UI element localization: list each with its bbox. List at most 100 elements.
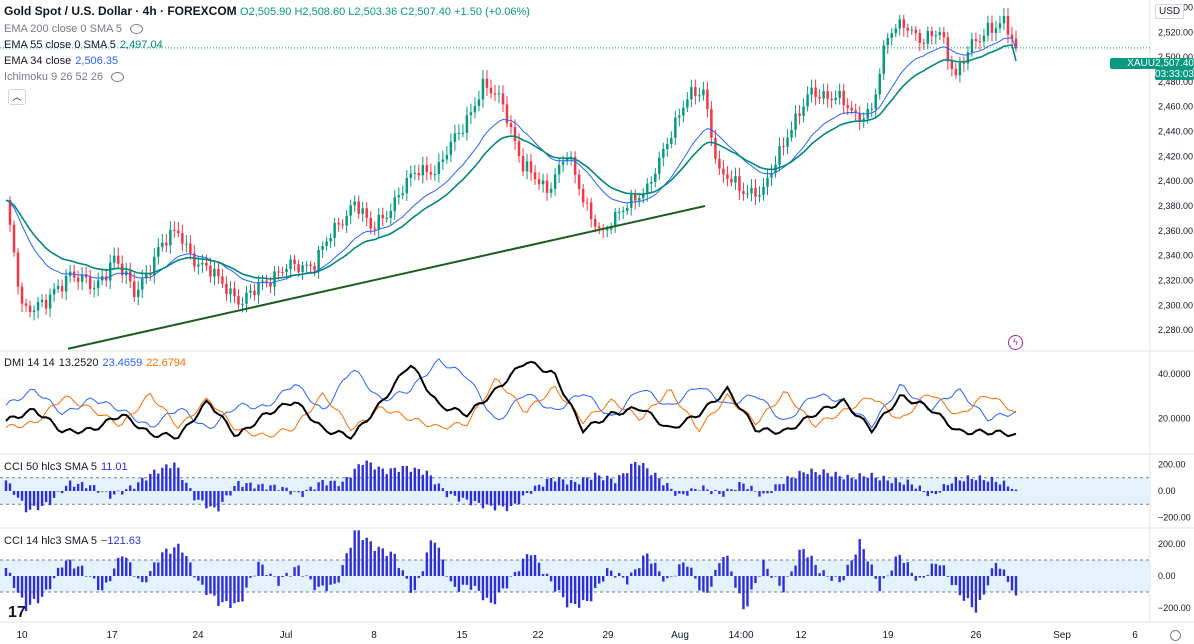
cci50-bar: [874, 477, 877, 491]
candle-body: [277, 271, 280, 273]
candle-body: [173, 229, 176, 231]
close-value: C2,507.40: [400, 6, 452, 18]
ema34-legend[interactable]: EMA 34 close 2,506.35: [4, 54, 122, 68]
candle-body: [369, 217, 372, 229]
candle-body: [425, 165, 429, 173]
candle-body: [88, 277, 92, 289]
cci50-bar: [513, 491, 517, 504]
cci50-bar: [609, 478, 613, 491]
cci14-bar: [810, 555, 813, 576]
candle-body: [870, 108, 873, 110]
candle-body: [281, 272, 284, 274]
currency-selector[interactable]: USD: [1155, 4, 1185, 19]
candle-body: [157, 246, 160, 257]
collapse-icon[interactable]: ︿: [8, 89, 26, 105]
dmi-adx-line: [5, 360, 1017, 440]
low-value: L2,503.36: [348, 6, 398, 18]
x-tick-label: 19: [882, 630, 894, 641]
candle-body: [902, 19, 906, 28]
candle-body: [585, 202, 589, 204]
cci50-bar: [858, 473, 861, 491]
candle-body: [710, 109, 713, 138]
cci50-bar: [273, 484, 276, 491]
cci14-bar: [117, 557, 120, 576]
candle-body: [886, 37, 889, 46]
cci50-bar: [806, 474, 809, 491]
cci14-bar: [622, 576, 625, 578]
candle-body: [181, 233, 184, 244]
cci50-bar: [197, 491, 200, 500]
cci50-bar: [301, 491, 304, 497]
cci14-bar: [281, 576, 284, 578]
cci50-bar: [325, 485, 328, 491]
eye-icon[interactable]: [130, 24, 144, 35]
cci14-bar: [417, 576, 421, 578]
candle-body: [301, 265, 304, 273]
candle-body: [141, 278, 144, 290]
cci50-bar: [16, 491, 20, 498]
candle-body: [762, 186, 765, 196]
candle-body: [938, 32, 942, 36]
candle-body: [978, 40, 982, 42]
candle-body: [694, 87, 697, 96]
cci50-legend[interactable]: CCI 50 hlc3 SMA 5 11.01: [4, 460, 132, 474]
cci50-bar: [52, 491, 56, 498]
cci50-bar: [225, 491, 228, 496]
cci14-bar: [746, 576, 749, 607]
cci50-bar: [425, 470, 429, 491]
cci50-bar: [790, 477, 793, 491]
cci50-bar: [882, 475, 885, 491]
candle-body: [798, 113, 801, 116]
cci14-bar: [585, 576, 589, 602]
candle-body: [790, 129, 793, 138]
ema55-legend[interactable]: EMA 55 close 0 SMA 5 2,497.04: [4, 38, 167, 52]
cci50-bars: [4, 460, 1018, 513]
candle-body: [397, 195, 401, 198]
cci50-bar: [253, 488, 256, 491]
candle-body: [249, 290, 252, 293]
candle-body: [389, 211, 393, 218]
cci50-bar: [774, 484, 777, 491]
candle-body: [313, 266, 316, 271]
candle-body: [521, 156, 525, 172]
candle-body: [365, 208, 368, 218]
cci14-bar: [345, 553, 348, 576]
cci50-bar: [706, 489, 709, 491]
cci14-legend[interactable]: CCI 14 hlc3 SMA 5 −121.63: [4, 534, 145, 548]
cci50-bar: [153, 469, 156, 491]
candle-body: [874, 94, 877, 109]
cci14-bar: [465, 576, 469, 585]
cci50-bar: [157, 473, 160, 491]
cci14-bar: [209, 576, 212, 594]
cci14-bar: [734, 576, 737, 588]
cci50-bar: [758, 491, 761, 497]
tradingview-logo-icon[interactable]: 17: [8, 604, 26, 621]
cci14-bar: [501, 576, 505, 589]
cci50-bar: [100, 491, 104, 492]
flash-icon[interactable]: ϟ: [1008, 335, 1023, 350]
dmi-legend[interactable]: DMI 14 14 13.2520 23.4659 22.6794: [4, 356, 190, 370]
ichimoku-legend[interactable]: Ichimoku 9 26 52 26: [4, 70, 128, 84]
candle-body: [722, 168, 725, 175]
candle-body: [56, 285, 60, 289]
candle-body: [317, 249, 320, 271]
clock-icon[interactable]: [1170, 630, 1181, 641]
cci14-bar: [265, 575, 268, 576]
cci50-value: 11.01: [100, 461, 128, 473]
candle-body: [754, 187, 757, 197]
cci50-bar: [834, 471, 837, 491]
symbol-title[interactable]: Gold Spot / U.S. Dollar · 4h · FOREXCOM: [4, 4, 237, 18]
eye-icon[interactable]: [111, 72, 125, 83]
candle-body: [613, 211, 617, 227]
cci50-bar: [814, 472, 817, 491]
candle-body: [882, 45, 885, 74]
ema200-legend[interactable]: EMA 200 close 0 SMA 5: [4, 22, 147, 36]
cci14-bar: [529, 555, 533, 576]
candle-body: [930, 30, 934, 37]
candle-body: [261, 280, 264, 283]
cci50-bar: [477, 491, 481, 503]
cci14-bar: [978, 576, 982, 600]
cci50-bar: [145, 480, 148, 491]
symbol-badge: XAUUSD: [1110, 58, 1186, 69]
